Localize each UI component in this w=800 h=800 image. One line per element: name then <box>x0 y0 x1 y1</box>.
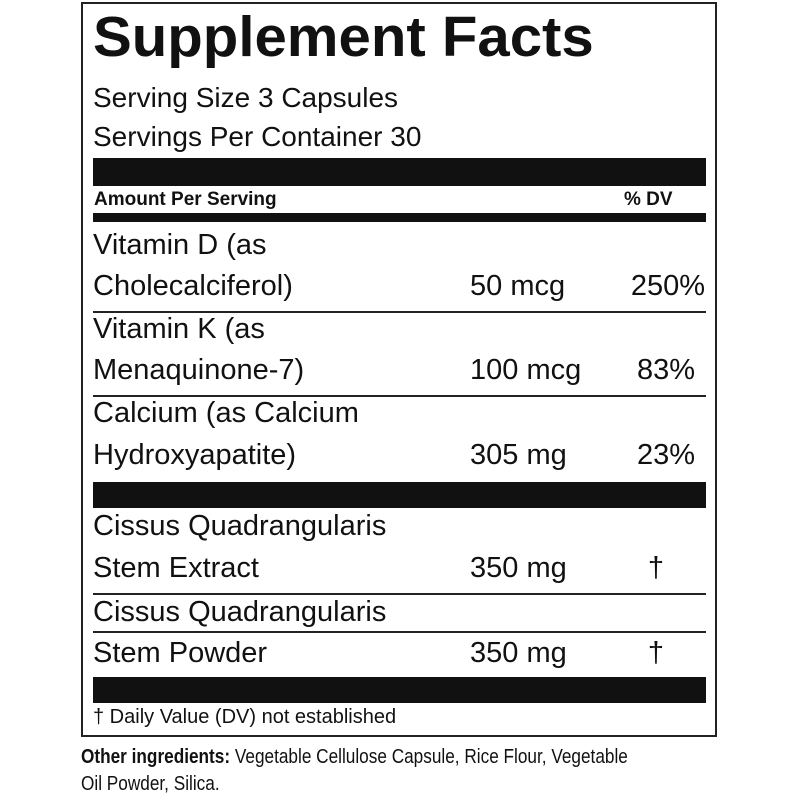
nutrient-name-line1: Calcium (as Calcium <box>93 397 359 429</box>
ingredient-name-line1: Cissus Quadrangularis <box>93 510 387 542</box>
panel-title: Supplement Facts <box>93 5 594 69</box>
ingredient-dv-dagger: † <box>647 637 664 669</box>
thick-divider <box>93 482 706 508</box>
row-divider <box>93 593 706 595</box>
amount-per-serving-header: Amount Per Serving <box>94 189 277 210</box>
other-ingredients-line2: Oil Powder, Silica. <box>81 773 220 795</box>
supplement-facts-panel <box>81 2 717 737</box>
nutrient-dv: 23% <box>636 439 695 471</box>
thick-divider <box>93 158 706 186</box>
ingredient-amount: 350 mg <box>470 637 567 669</box>
row-divider <box>93 631 706 633</box>
other-ingredients-text: Vegetable Cellulose Capsule, Rice Flour,… <box>230 746 628 768</box>
ingredient-dv-dagger: † <box>647 552 664 584</box>
other-ingredients-line1: Other ingredients: Vegetable Cellulose C… <box>81 746 628 769</box>
nutrient-amount: 100 mcg <box>470 354 582 386</box>
nutrient-name-line1: Vitamin K (as <box>93 313 265 345</box>
nutrient-name-line2: Hydroxyapatite) <box>93 439 297 471</box>
row-divider <box>93 395 706 397</box>
ingredient-name-line2: Stem Powder <box>93 637 268 669</box>
ingredient-amount: 350 mg <box>470 552 567 584</box>
servings-per-container: Servings Per Container 30 <box>93 121 422 152</box>
nutrient-dv: 83% <box>636 354 695 386</box>
serving-size: Serving Size 3 Capsules <box>93 82 399 113</box>
dv-header: % DV <box>624 189 673 210</box>
nutrient-name-line1: Vitamin D (as <box>93 229 267 261</box>
footnote: † Daily Value (DV) not established <box>93 706 397 728</box>
ingredient-name-line2: Stem Extract <box>93 552 259 584</box>
nutrient-amount: 305 mg <box>470 439 567 471</box>
other-ingredients-label: Other ingredients: <box>81 746 231 768</box>
medium-divider <box>93 213 706 222</box>
nutrient-dv: 250% <box>630 270 705 302</box>
nutrient-amount: 50 mcg <box>470 270 566 302</box>
nutrient-name-line2: Menaquinone-7) <box>93 354 305 386</box>
nutrient-name-line2: Cholecalciferol) <box>93 270 293 302</box>
row-divider <box>93 311 706 313</box>
ingredient-name-line1: Cissus Quadrangularis <box>93 596 387 628</box>
thick-divider <box>93 677 706 703</box>
